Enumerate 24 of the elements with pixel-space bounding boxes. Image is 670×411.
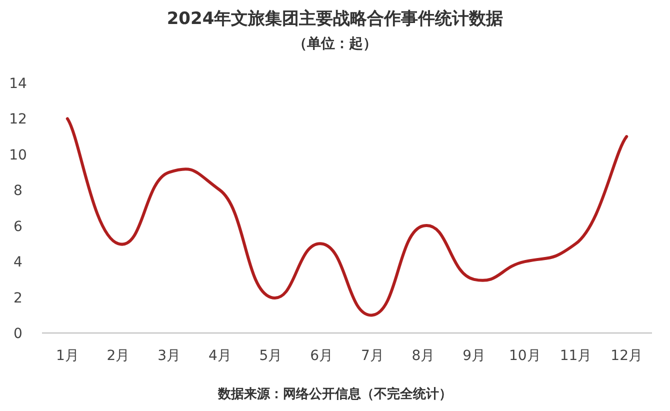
x-tick-label: 6月 [310,348,334,364]
x-tick-label: 1月 [56,348,79,364]
line-series [66,117,628,317]
y-tick-label: 6 [14,218,23,235]
y-tick-label: 14 [9,76,27,92]
x-tick-label: 4月 [208,348,232,364]
chart-subtitle: （单位：起） [293,36,377,52]
y-tick-label: 10 [9,147,27,164]
x-tick-label: 9月 [462,348,486,364]
y-tick-label: 0 [14,326,22,342]
y-tick-label: 8 [14,183,22,200]
x-tick-label: 12月 [610,348,642,364]
y-tick-label: 4 [14,254,23,271]
source-note: 数据来源：网络公开信息（不完全统计） [217,386,452,402]
x-tick-label: 5月 [259,348,282,364]
x-tick-label: 3月 [158,348,181,364]
y-tick-label: 12 [9,112,27,128]
x-tick-label: 7月 [360,348,384,364]
chart-title: 2024年文旅集团主要战略合作事件统计数据 [166,9,504,29]
x-tick-label: 11月 [560,348,592,364]
x-tick-label: 10月 [509,348,541,364]
x-tick-label: 8月 [412,348,435,364]
y-tick-label: 2 [14,290,22,306]
x-tick-label: 2月 [106,348,130,364]
